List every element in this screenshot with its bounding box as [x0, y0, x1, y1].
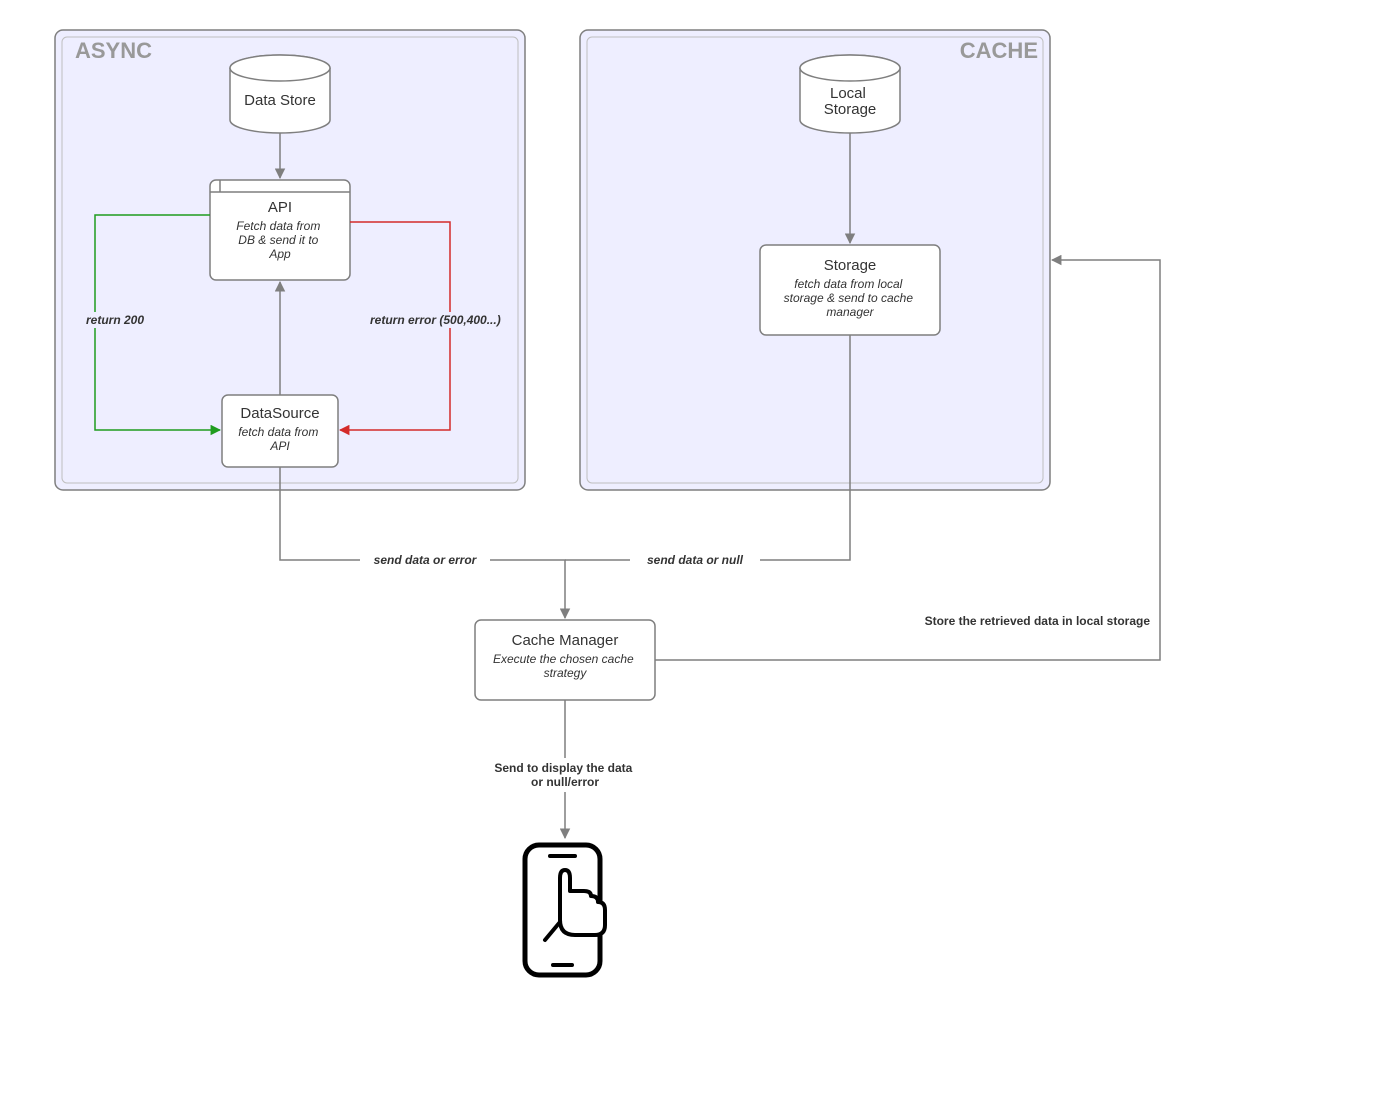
async-title: ASYNC	[75, 38, 152, 63]
data-store-label: Data Store	[244, 92, 316, 109]
datasource-node: DataSource fetch data from API	[222, 395, 338, 467]
api-node: API Fetch data from DB & send it to App	[210, 180, 350, 280]
cache-manager-title: Cache Manager	[512, 632, 619, 649]
phone-icon	[525, 845, 605, 975]
storage-title: Storage	[824, 257, 877, 274]
label-return-200: return 200	[86, 313, 144, 327]
label-store-retrieved: Store the retrieved data in local storag…	[925, 614, 1151, 628]
cache-title: CACHE	[960, 38, 1038, 63]
label-return-error: return error (500,400...)	[370, 313, 501, 327]
cache-manager-node: Cache Manager Execute the chosen cache s…	[475, 620, 655, 700]
architecture-diagram: ASYNC CACHE Data Store API Fetch data fr…	[0, 0, 1400, 1098]
api-title: API	[268, 199, 292, 216]
data-store-node: Data Store	[230, 55, 330, 133]
storage-node: Storage fetch data from local storage & …	[760, 245, 940, 335]
local-storage-label: Local Storage	[824, 85, 877, 118]
label-send-data-error: send data or error	[374, 553, 478, 567]
local-storage-node: Local Storage	[800, 55, 900, 133]
label-send-data-null: send data or null	[647, 553, 744, 567]
datasource-title: DataSource	[240, 405, 319, 422]
